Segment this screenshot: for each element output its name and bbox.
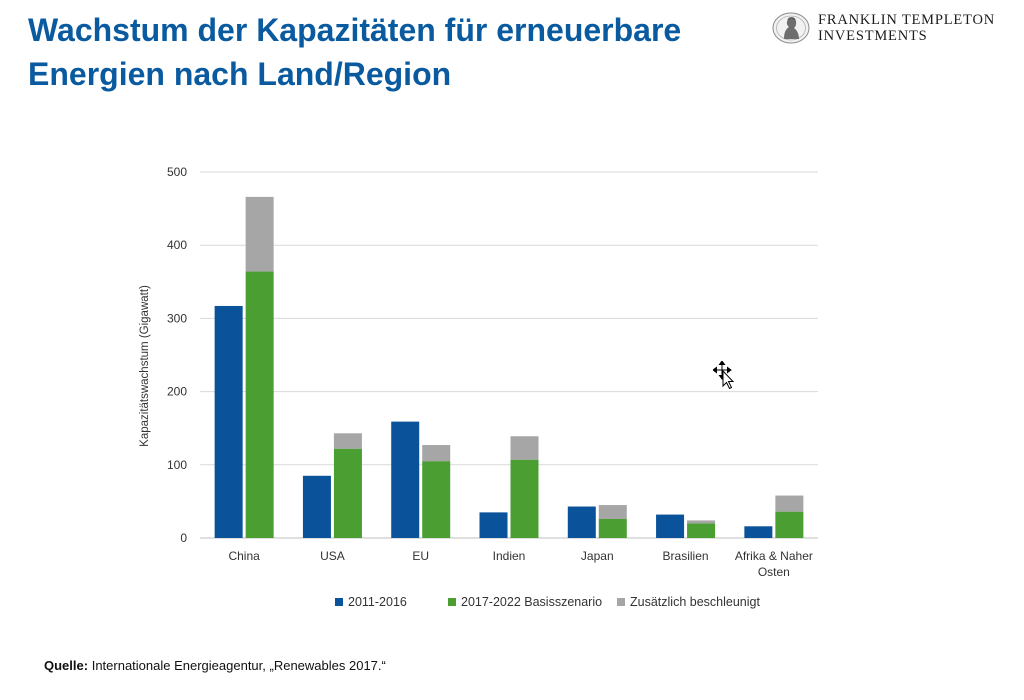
bar-zusaetzlich-beschleunigt (598, 505, 627, 519)
source-label: Quelle: (44, 658, 89, 673)
y-tick-label: 500 (167, 165, 187, 179)
bar-2011-2016 (302, 475, 331, 538)
y-tick-label: 200 (167, 385, 187, 399)
x-tick-label: USA (320, 549, 345, 563)
move-cursor-icon (713, 361, 735, 389)
bar-zusaetzlich-beschleunigt (333, 433, 362, 449)
y-axis-ticks: 0 100 200 300 400 500 (167, 165, 187, 545)
title-line-2: Energien nach Land/Region (28, 56, 452, 92)
bar-2017-2022-basisszenario (598, 518, 627, 538)
legend-swatch (335, 598, 343, 606)
source-text: Internationale Energieagentur, „Renewabl… (91, 658, 386, 673)
bar-2017-2022-basisszenario (775, 511, 804, 538)
bar-2017-2022-basisszenario (687, 523, 716, 538)
bar-zusaetzlich-beschleunigt (775, 495, 804, 512)
franklin-templeton-logo: FRANKLIN TEMPLETON INVESTMENTS (772, 12, 1017, 46)
bar-2011-2016 (214, 305, 243, 538)
x-tick-label: Japan (581, 549, 614, 563)
bar-2011-2016 (744, 526, 773, 538)
y-tick-label: 300 (167, 311, 187, 325)
source-note: Quelle: Internationale Energieagentur, „… (44, 658, 386, 673)
x-tick-label: EU (412, 549, 429, 563)
bar-2011-2016 (391, 421, 420, 538)
bar-chart: 0 100 200 300 400 500 Kapazitätswachstum (Gig… (139, 165, 818, 609)
logo-line-2: INVESTMENTS (818, 28, 928, 44)
gridlines (200, 171, 818, 539)
logo-line-1: FRANKLIN TEMPLETON (818, 12, 995, 28)
legend-label: Zusätzlich beschleunigt (630, 595, 760, 609)
y-tick-label: 400 (167, 238, 187, 252)
legend: 2011-2016 2017-2022 Basisszenario Zusätzli… (335, 595, 760, 609)
bar-2017-2022-basisszenario (333, 448, 362, 538)
bar-zusaetzlich-beschleunigt (245, 196, 274, 272)
bar-2011-2016 (567, 506, 596, 538)
legend-label: 2011-2016 (348, 595, 407, 609)
x-tick-label: Afrika & Naher Osten (735, 549, 813, 579)
page-title: Wachstum der Kapazitäten für erneuerbare… (28, 8, 768, 96)
legend-swatch (617, 598, 625, 606)
x-tick-label: Brasilien (663, 549, 709, 563)
bar-2011-2016 (656, 514, 685, 538)
bars (214, 196, 804, 538)
y-axis-label: Kapazitätswachstum (Gigawatt) (139, 285, 151, 447)
bar-2017-2022-basisszenario (510, 459, 539, 538)
x-axis-labels: China USA EU Indien Japan Brasilien Afrika & N… (228, 549, 812, 579)
legend-label: 2017-2022 Basisszenario (461, 595, 602, 609)
benjamin-franklin-medallion-icon (772, 12, 810, 44)
bar-zusaetzlich-beschleunigt (422, 445, 451, 462)
bar-2017-2022-basisszenario (422, 461, 451, 538)
x-tick-label: China (228, 549, 260, 563)
y-tick-label: 0 (180, 531, 187, 545)
y-tick-label: 100 (167, 458, 187, 472)
legend-swatch (448, 598, 456, 606)
bar-zusaetzlich-beschleunigt (510, 436, 539, 460)
title-line-1: Wachstum der Kapazitäten für erneuerbare (28, 12, 682, 48)
logo-text: FRANKLIN TEMPLETON INVESTMENTS (818, 12, 995, 44)
x-tick-label: Indien (493, 549, 526, 563)
bar-zusaetzlich-beschleunigt (687, 520, 716, 524)
bar-2011-2016 (479, 512, 508, 538)
bar-2017-2022-basisszenario (245, 271, 274, 538)
